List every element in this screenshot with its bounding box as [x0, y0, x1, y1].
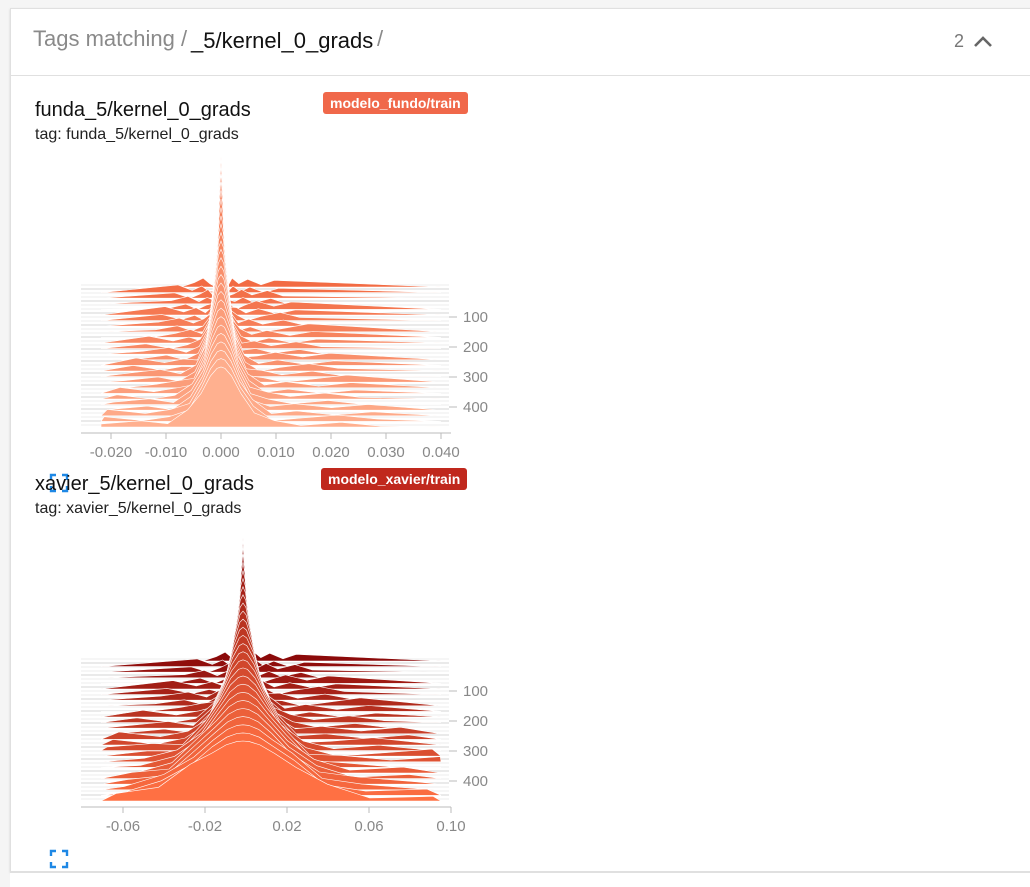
- tag-group-card: Tags matching / _5/kernel_0_grads / 2 fu…: [10, 8, 1030, 872]
- histogram-ridge: [100, 740, 443, 802]
- histogram-plot: -0.06 -0.02 0.02 0.06 0.10 100 200 300 400: [81, 537, 488, 835]
- x-tick-label: 0.06: [354, 818, 383, 835]
- chevron-up-icon[interactable]: [971, 31, 995, 51]
- histogram-card-funda: funda_5/kernel_0_grads tag: funda_5/kern…: [11, 75, 511, 461]
- histogram-ridge: [100, 349, 442, 417]
- histogram-plot: -0.020 -0.010 0.000 0.010 0.020 0.030 0.040 100…: [81, 157, 488, 461]
- x-tick-label: -0.020: [90, 444, 133, 461]
- next-card-edge: [10, 872, 1030, 887]
- histogram-ridge: [100, 366, 442, 428]
- x-tick-label: 0.020: [312, 444, 350, 461]
- histogram-ridge: [100, 554, 442, 673]
- histogram-ridge: [100, 282, 442, 372]
- tag-count: 2: [954, 31, 965, 51]
- run-badge: modelo_fundo/train: [323, 92, 468, 114]
- histogram-title: funda_5/kernel_0_grads: [35, 99, 251, 121]
- y-tick-label: 400: [463, 399, 488, 416]
- histogram-ridge: [101, 537, 442, 662]
- histogram-ridge: [100, 324, 442, 400]
- histogram-ridge: [99, 667, 442, 751]
- x-tick-label: -0.010: [145, 444, 188, 461]
- y-tick-label: 200: [463, 339, 488, 356]
- histogram-ridge: [100, 215, 442, 327]
- x-tick-label: 0.10: [436, 818, 465, 835]
- x-tick-label: -0.06: [106, 818, 140, 835]
- x-tick-label: 0.030: [367, 444, 405, 461]
- histogram-ridge: [100, 257, 441, 355]
- run-badge: modelo_xavier/train: [321, 468, 468, 490]
- x-tick-label: 0.040: [422, 444, 460, 461]
- histogram-ridge: [100, 546, 442, 667]
- histogram-tag: tag: funda_5/kernel_0_grads: [35, 126, 239, 143]
- histogram-ridge: [101, 157, 442, 288]
- x-tick-label: 0.02: [272, 818, 301, 835]
- x-tick-label: 0.010: [257, 444, 295, 461]
- tags-matching-suffix: /: [377, 26, 384, 51]
- histogram-ridge: [101, 610, 442, 712]
- x-tick-label: -0.02: [188, 818, 222, 835]
- histogram-ridge: [101, 231, 442, 338]
- tags-matching-label: Tags matching /: [33, 26, 188, 51]
- x-tick-label: 0.000: [202, 444, 240, 461]
- y-tick-label: 100: [463, 309, 488, 326]
- fullscreen-icon[interactable]: [49, 849, 69, 869]
- histogram-ridge: [100, 358, 442, 422]
- histogram-ridge: [100, 173, 442, 299]
- histogram-title: xavier_5/kernel_0_grads: [35, 473, 255, 495]
- histogram-ridge: [101, 307, 442, 389]
- tag-group-header[interactable]: Tags matching / _5/kernel_0_grads / 2: [11, 9, 1030, 76]
- tag-regex-query: _5/kernel_0_grads: [191, 28, 374, 53]
- y-tick-label: 100: [463, 683, 488, 700]
- y-tick-label: 300: [463, 369, 488, 386]
- fullscreen-icon[interactable]: [49, 473, 69, 493]
- histogram-ridge: [100, 165, 442, 293]
- histogram-ridge: [100, 594, 442, 701]
- histogram-tag: tag: xavier_5/kernel_0_grads: [35, 500, 242, 517]
- histogram-ridge: [100, 207, 442, 321]
- histogram-card-xavier: xavier_5/kernel_0_grads tag: xavier_5/ke…: [11, 449, 511, 849]
- histogram-ridge: [100, 333, 441, 405]
- histogram-ridge: [100, 182, 441, 305]
- histogram-ridge: [100, 248, 442, 349]
- histogram-ridge: [100, 290, 442, 377]
- y-tick-label: 400: [463, 773, 488, 790]
- histogram-ridge: [100, 562, 441, 679]
- y-tick-label: 200: [463, 713, 488, 730]
- histogram-ridge: [100, 585, 442, 695]
- y-tick-label: 300: [463, 743, 488, 760]
